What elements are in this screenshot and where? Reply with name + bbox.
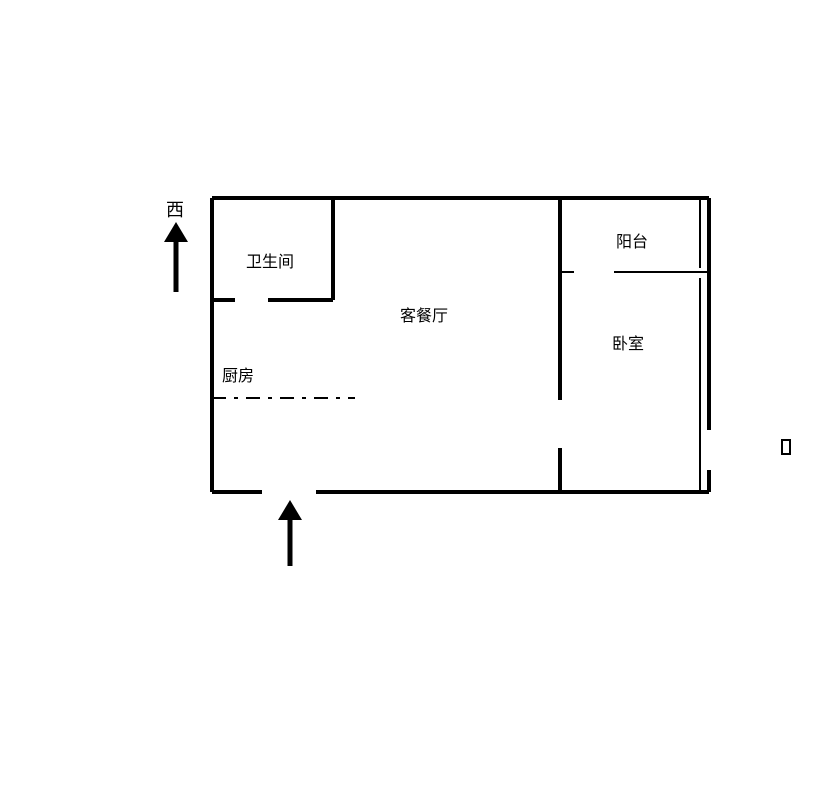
bathroom-label: 卫生间 xyxy=(246,248,294,272)
direction-label: 西 xyxy=(166,196,184,222)
kitchen-label: 厨房 xyxy=(222,362,254,386)
living-label: 客餐厅 xyxy=(400,302,448,326)
balcony-label: 阳台 xyxy=(616,228,648,252)
bedroom-label: 卧室 xyxy=(612,330,644,354)
floorplan-canvas xyxy=(0,0,814,799)
